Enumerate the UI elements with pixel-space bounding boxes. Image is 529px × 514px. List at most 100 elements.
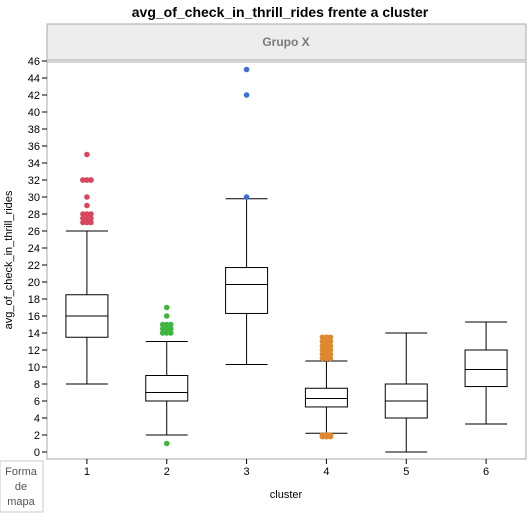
y-tick-label-18: 36 [28, 141, 40, 153]
outlier-point-1-1-0 [80, 215, 86, 222]
outlier-point-4-3-2 [327, 351, 334, 358]
outlier-point-4-6-0 [319, 338, 326, 345]
iqr-box-2 [145, 375, 189, 402]
y-tick-label-20: 40 [28, 107, 40, 119]
iqr-box-4 [304, 387, 348, 408]
outlier-point-1-3-0 [84, 202, 90, 209]
group-header-bar [46, 23, 527, 61]
outlier-point-4-7-1 [323, 334, 330, 341]
outlier-point-2-2-2 [167, 325, 174, 332]
chart-title: avg_of_check_in_thrill_rides frente a cl… [132, 4, 429, 20]
box-4 [304, 334, 348, 440]
box-1 [65, 151, 109, 385]
outlier-point-4-4-2 [327, 347, 334, 353]
outlier-point-4-5-2 [327, 342, 334, 349]
y-tick-label-6: 12 [28, 345, 40, 357]
outlier-point-4-4-1 [323, 347, 330, 353]
y-tick-label-2: 4 [34, 413, 40, 425]
y-tick-label-15: 30 [28, 192, 40, 204]
y-tick-label-7: 14 [28, 328, 40, 340]
box-3 [225, 66, 269, 365]
iqr-box-6 [464, 349, 508, 388]
outlier-point-4-6-1 [323, 338, 330, 345]
x-tick-label-4: 5 [403, 466, 409, 478]
outlier-point-2-1-0 [159, 330, 166, 336]
outlier-point-3-0-0 [243, 194, 250, 200]
y-tick-label-16: 32 [28, 175, 40, 187]
legend-stub-line-0: Forma [5, 466, 38, 478]
outlier-point-2-1-2 [167, 330, 174, 336]
y-tick-label-1: 2 [34, 430, 40, 442]
outlier-point-4-2-1 [323, 355, 330, 362]
y-tick-label-19: 38 [28, 124, 40, 136]
y-tick-label-10: 20 [28, 277, 40, 289]
outlier-point-4-1-0 [319, 432, 326, 438]
outlier-point-4-4-0 [319, 347, 326, 353]
box-6 [464, 321, 508, 425]
outlier-point-1-6-2 [88, 177, 94, 183]
outlier-point-2-3-1 [163, 321, 170, 328]
outlier-point-2-1-1 [163, 330, 170, 336]
outlier-point-4-3-0 [319, 351, 326, 358]
y-tick-label-23: 46 [28, 56, 40, 68]
outlier-point-1-6-0 [80, 177, 86, 183]
legend-stub-line-1: de [15, 481, 27, 493]
x-tick-label-0: 1 [84, 466, 90, 478]
x-tick-label-3: 4 [323, 466, 329, 478]
outlier-point-1-0-0 [80, 219, 86, 226]
box-series [65, 66, 508, 453]
outlier-point-2-3-0 [159, 321, 166, 328]
outlier-point-4-5-1 [323, 342, 330, 349]
outlier-point-1-7-0 [84, 151, 90, 158]
outlier-point-2-4-0 [163, 313, 170, 319]
outlier-point-1-1-2 [88, 215, 94, 222]
outlier-point-1-4-0 [84, 194, 90, 200]
outlier-point-4-2-0 [319, 355, 326, 362]
outlier-point-4-1-2 [327, 432, 334, 438]
y-tick-label-9: 18 [28, 294, 40, 306]
outlier-point-1-2-0 [80, 211, 86, 217]
x-tick-label-5: 6 [483, 466, 489, 478]
outlier-point-2-3-2 [167, 321, 174, 328]
y-axis-title: avg_of_check_in_thrill_rides [3, 190, 15, 329]
y-tick-label-3: 6 [34, 396, 40, 408]
plot-frame [46, 61, 527, 460]
y-tick-label-14: 28 [28, 209, 40, 221]
y-tick-label-21: 42 [28, 90, 40, 102]
outlier-point-4-1-1 [323, 432, 330, 438]
x-tick-label-2: 3 [244, 466, 250, 478]
y-tick-label-13: 26 [28, 226, 40, 238]
box-5 [384, 332, 428, 453]
outlier-point-3-1-0 [243, 92, 250, 98]
y-tick-label-17: 34 [28, 158, 40, 170]
y-tick-label-5: 10 [28, 362, 40, 374]
outlier-point-1-6-1 [84, 177, 90, 183]
outlier-point-2-2-0 [159, 325, 166, 332]
outlier-point-1-1-1 [84, 215, 90, 222]
iqr-box-3 [225, 267, 269, 314]
y-tick-label-12: 24 [28, 243, 40, 255]
outlier-point-4-7-2 [327, 334, 334, 341]
outlier-point-2-5-0 [163, 304, 170, 311]
outlier-point-3-2-0 [243, 66, 250, 73]
y-tick-label-11: 22 [28, 260, 40, 272]
y-tick-label-8: 16 [28, 311, 40, 323]
x-axis-title: cluster [270, 489, 303, 501]
outlier-point-2-2-1 [163, 325, 170, 332]
outlier-point-1-0-2 [88, 219, 94, 226]
outlier-point-4-2-2 [327, 355, 334, 362]
y-axis: 0246810121416182022242628303234363840424… [28, 56, 47, 459]
y-tick-label-0: 0 [34, 447, 40, 459]
outlier-point-1-2-1 [84, 211, 90, 217]
group-header-label: Grupo X [262, 35, 309, 49]
box-2 [145, 304, 189, 447]
legend-stub-box [0, 460, 44, 513]
legend-stub: Forma de mapa [5, 466, 38, 508]
outlier-point-1-2-2 [88, 211, 94, 217]
y-tick-label-22: 44 [28, 73, 40, 85]
outlier-point-4-6-2 [327, 338, 334, 345]
x-axis: 1 2 3 4 5 6 [84, 459, 489, 478]
outlier-point-4-3-1 [323, 351, 330, 358]
outlier-point-4-7-0 [319, 334, 326, 341]
